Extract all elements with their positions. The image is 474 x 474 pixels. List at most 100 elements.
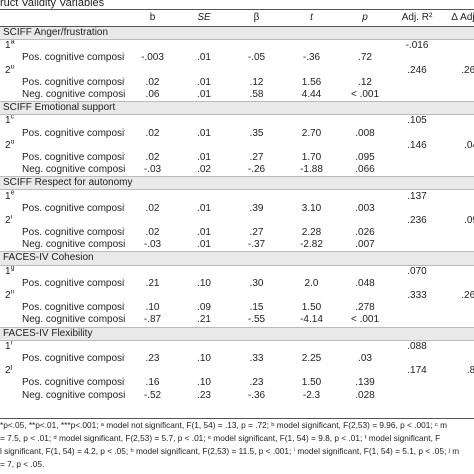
cell [442,265,474,278]
cell [125,215,180,227]
model-label: 2d [0,140,125,152]
beta-cell: -.26 [247,164,266,176]
cell [285,65,338,77]
model-row: 2b .246 .262 [0,65,474,77]
cell [338,215,392,227]
row-superscript: h [10,289,15,296]
p-cell: .007 [355,239,375,251]
cell [285,365,338,377]
cell [392,152,442,164]
table-body: SCIFF Anger/frustration 1a -.016 Pos. cogni… [0,25,474,402]
cell [285,190,338,203]
beta-cell: -.55 [247,314,266,326]
p-cell: .139 [355,377,375,389]
predictor-label: Neg. cognitive composite [0,89,125,102]
predictor-label: Pos. cognitive composite [0,203,125,215]
header-cell [0,9,125,27]
se-cell: .01 [197,52,211,64]
cell [228,365,285,377]
row-label: Neg. cognitive composite [22,239,125,251]
cell [285,40,338,53]
cell [338,140,392,152]
b-cell: .02 [145,76,160,88]
se-cell: .02 [197,164,211,176]
cell [442,278,474,290]
cell [285,115,338,128]
se-cell: .10 [197,352,211,364]
p-cell: .003 [355,202,375,214]
cell [442,389,474,401]
predictor-row: Pos. cognitive composite .21 .10 .30 2.0 .048 [0,278,474,290]
predictor-row: Pos. cognitive composite .02 .01 .35 2.70 .00… [0,128,474,140]
column-header: b [125,9,180,27]
cell [442,353,474,365]
predictor-row: Pos. cognitive composite .02 .01 .27 2.28 .02… [0,227,474,239]
b-cell: .10 [145,302,160,314]
row-superscript: a [10,39,15,46]
cell [228,40,285,53]
predictor-label: Pos. cognitive composite [0,152,125,164]
b-cell: .02 [145,151,160,163]
predictor-row: Pos. cognitive composite .16 .10 .23 1.50 .13… [0,377,474,389]
adj-r2-cell: .333 [407,290,427,302]
footnote-line: l significant, F(1, 54) = 4.2, p < .05; … [0,446,460,456]
t-cell: 1.50 [301,302,322,314]
row-label: Pos. cognitive composite [22,227,125,239]
t-cell: -1.88 [300,164,323,176]
cell [442,128,474,140]
cell [125,265,180,278]
predictor-row: Pos. cognitive composite .02 .01 .12 1.56 .12 [0,77,474,89]
row-label: 1 [5,340,11,352]
cell [180,115,228,128]
cell [180,215,228,227]
cell [180,365,228,377]
predictor-label: Pos. cognitive composite [0,302,125,314]
cell [338,340,392,353]
p-cell: .12 [358,76,372,88]
section-title: FACES-IV Cohesion [0,251,474,266]
adj-r2-cell: .236 [407,214,427,226]
cell [392,353,442,365]
section-row: SCIFF Anger/frustration [0,25,474,41]
b-cell: -.03 [143,164,162,176]
cell [180,65,228,77]
cell [392,128,442,140]
column-header: t [285,9,338,27]
row-label: 2 [5,290,11,302]
delta-adj-r2-cell: .262 [461,64,474,76]
p-cell: .03 [358,352,372,364]
b-cell: .16 [145,377,160,389]
delta-adj-r2-cell: .04 [464,139,474,151]
cell [338,40,392,53]
t-cell: 1.70 [301,151,322,163]
beta-cell: .58 [249,89,264,101]
b-cell: .02 [145,127,160,139]
row-label: Pos. cognitive composite [22,277,125,289]
cell [392,278,442,290]
predictor-row: Pos. cognitive composite -.003 .01 -.05 -.36… [0,52,474,64]
cell [338,115,392,128]
p-cell: .048 [355,277,375,289]
model-row: 1e .137 [0,190,474,203]
cell [180,340,228,353]
p-cell: .028 [355,389,375,401]
cell [442,203,474,215]
cell [442,340,474,353]
b-cell: -.003 [141,52,164,64]
section-title: FACES-IV Flexibility [0,326,474,341]
model-label: 1g [0,265,125,278]
section-row: SCIFF Respect for autonomy [0,176,474,191]
delta-adj-r2-cell: .8 [466,365,474,377]
t-cell: 2.0 [304,277,319,289]
table-caption: ruct Validity Variables [0,0,105,9]
beta-cell: .33 [249,352,264,364]
p-cell: .026 [355,227,375,239]
p-cell: < .001 [350,89,380,101]
p-cell: .72 [358,52,372,64]
cell [125,140,180,152]
row-label: 1 [5,40,11,52]
cell [285,290,338,302]
row-label: Pos. cognitive composite [22,302,125,314]
column-header: β [228,9,285,27]
